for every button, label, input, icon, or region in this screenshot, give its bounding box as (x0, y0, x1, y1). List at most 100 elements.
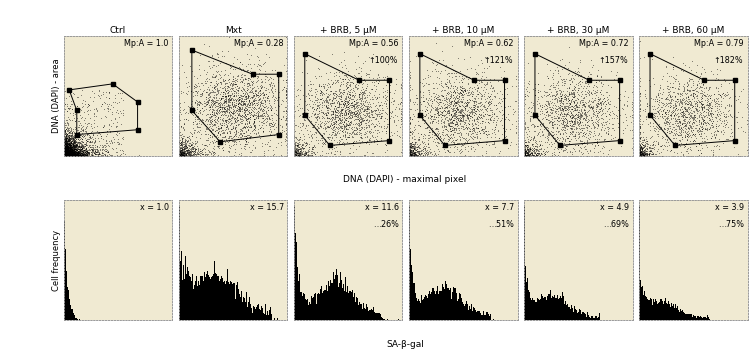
Point (368, 51, 380, 57)
Point (325, 78, 337, 83)
Point (242, 104, 254, 109)
Point (68, 141, 80, 147)
Point (65, 146, 77, 152)
Point (332, 113, 344, 119)
Point (309, 151, 321, 157)
Point (65, 147, 77, 153)
Point (418, 150, 430, 156)
Point (697, 117, 709, 123)
Point (64, 142, 76, 148)
Point (62, 151, 74, 156)
Point (638, 134, 650, 140)
Point (60, 153, 72, 158)
Point (75, 150, 87, 156)
Point (60, 150, 72, 155)
Point (592, 95, 604, 100)
Point (199, 151, 211, 157)
Point (68, 145, 80, 150)
Point (314, 93, 326, 98)
Point (76, 153, 88, 158)
Point (59, 141, 71, 147)
Point (701, 98, 713, 103)
Point (586, 105, 598, 111)
Point (641, 151, 653, 157)
Point (218, 111, 230, 117)
Point (642, 141, 654, 147)
Point (554, 149, 566, 155)
Point (336, 98, 348, 104)
Point (226, 104, 238, 109)
Point (606, 115, 618, 121)
Point (59, 149, 71, 155)
Point (177, 152, 189, 157)
Point (356, 153, 368, 158)
Point (456, 106, 468, 112)
Point (70, 127, 82, 133)
Point (477, 87, 489, 93)
Point (674, 126, 686, 132)
Point (692, 80, 704, 86)
Point (133, 153, 145, 158)
Point (68, 138, 80, 144)
Point (66, 132, 78, 137)
Point (684, 122, 696, 128)
Point (351, 86, 363, 92)
Point (245, 128, 257, 134)
Point (364, 137, 376, 142)
Point (305, 118, 317, 124)
Point (61, 151, 73, 157)
Point (70, 143, 82, 148)
Point (358, 95, 370, 101)
Point (189, 140, 201, 146)
Point (708, 91, 720, 97)
Point (434, 133, 446, 139)
Point (527, 152, 539, 157)
Point (280, 110, 292, 116)
Point (480, 81, 492, 87)
Point (63, 147, 75, 152)
Point (252, 89, 264, 94)
Point (225, 120, 237, 126)
Point (243, 153, 255, 158)
Point (76, 151, 88, 156)
Point (694, 134, 706, 139)
Point (436, 136, 448, 142)
Point (88, 114, 101, 119)
Point (450, 126, 462, 131)
Point (60, 153, 72, 158)
Point (564, 113, 576, 119)
Point (232, 90, 244, 96)
Point (70, 131, 82, 137)
Point (71, 153, 83, 158)
Point (216, 142, 228, 147)
Point (621, 102, 633, 108)
Point (68, 151, 80, 157)
Point (99, 148, 111, 154)
Point (236, 115, 248, 120)
Point (211, 127, 223, 133)
Point (220, 80, 232, 85)
Point (255, 98, 267, 104)
Point (211, 97, 223, 103)
Point (328, 119, 340, 124)
Point (62, 142, 74, 147)
Point (110, 123, 122, 129)
Point (436, 109, 448, 115)
Point (59, 151, 71, 157)
Point (712, 119, 724, 124)
Point (454, 87, 466, 93)
Point (447, 112, 459, 118)
Point (566, 106, 578, 112)
Point (641, 148, 653, 154)
Point (60, 151, 72, 156)
Point (66, 148, 78, 154)
Point (674, 132, 686, 137)
Point (485, 91, 497, 96)
Point (58, 152, 70, 158)
Point (580, 147, 592, 152)
Point (336, 117, 348, 123)
Point (653, 97, 665, 103)
Point (577, 130, 589, 136)
Point (552, 78, 564, 84)
Point (443, 122, 455, 128)
